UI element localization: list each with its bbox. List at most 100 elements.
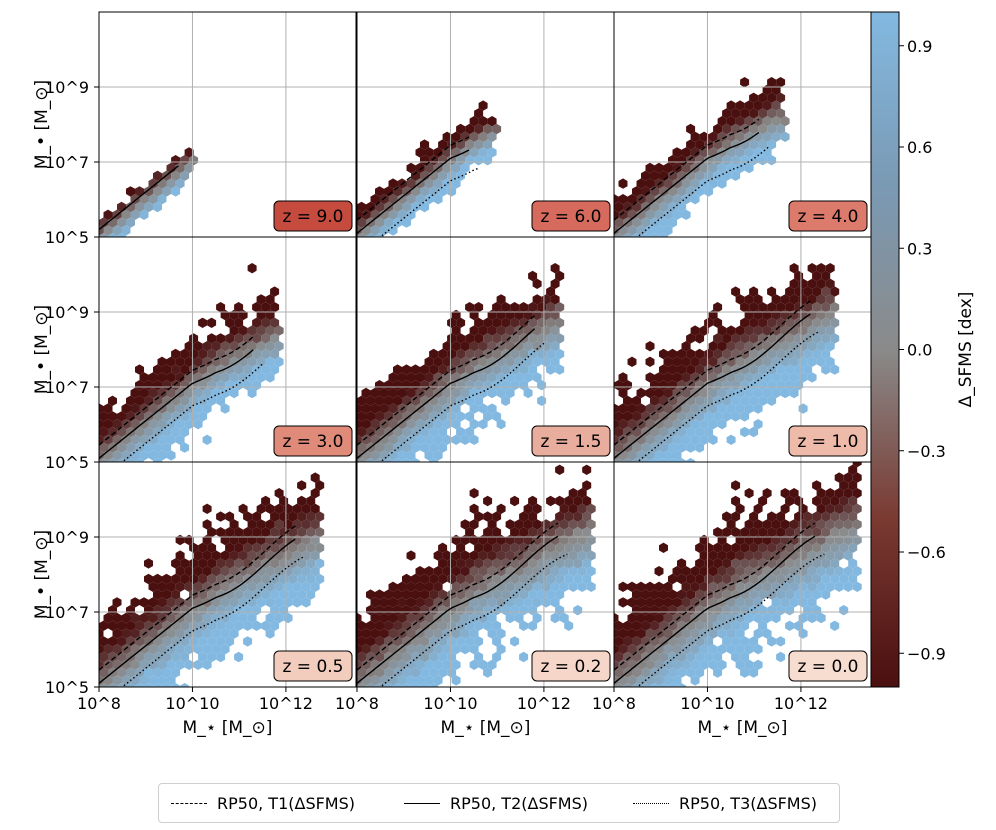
hexbin-cell xyxy=(487,628,497,639)
hexbin-cell xyxy=(144,651,153,663)
hexbin-cell xyxy=(130,403,140,414)
hexbin-cell xyxy=(821,270,831,282)
hexbin-cell xyxy=(726,372,736,383)
hexbin-cell xyxy=(478,100,488,111)
hexbin-cell xyxy=(306,511,316,522)
hexbin-cell xyxy=(762,581,772,592)
hexbin-cell xyxy=(821,286,831,297)
hexbin-cell xyxy=(568,550,578,561)
hexbin-cell xyxy=(465,573,475,585)
hexbin-cell xyxy=(180,442,190,453)
hexbin-cell xyxy=(370,644,380,655)
hexbin-cell xyxy=(731,527,741,538)
hexbin-cell xyxy=(202,356,212,367)
hexbin-cell xyxy=(388,372,398,383)
hexbin-cell xyxy=(573,558,583,569)
hexbin-cell xyxy=(478,550,488,561)
hexbin-layer xyxy=(596,462,862,771)
hexbin-cell xyxy=(650,380,659,391)
hexbin-cell xyxy=(297,511,307,522)
hexbin-cell xyxy=(785,286,795,297)
hexbin-cell xyxy=(366,201,375,213)
hexbin-cell xyxy=(234,573,244,585)
hexbin-cell xyxy=(139,209,149,220)
hexbin-cell xyxy=(758,495,768,507)
hexbin-cell xyxy=(821,364,831,375)
hexbin-cell xyxy=(492,573,502,585)
hexbin-cell xyxy=(456,155,466,166)
hexbin-cell xyxy=(270,364,280,375)
hexbin-cell xyxy=(812,348,822,360)
hexbin-cell xyxy=(274,325,284,336)
hexbin-cell xyxy=(681,419,691,430)
hexbin-cell xyxy=(717,550,727,561)
hexbin-cell xyxy=(628,738,637,748)
median-curve-t2 xyxy=(614,131,760,234)
hexbin-cell xyxy=(270,511,280,522)
hexbin-cell xyxy=(628,722,637,732)
hexbin-cell xyxy=(384,217,393,228)
hexbin-cell xyxy=(672,372,682,383)
hexbin-cell xyxy=(749,605,759,616)
hexbin-cell xyxy=(384,605,393,616)
hexbin-cell xyxy=(270,286,280,297)
hexbin-cell xyxy=(225,364,235,375)
hexbin-cell xyxy=(655,691,664,701)
hexbin-cell xyxy=(722,395,732,406)
hexbin-cell xyxy=(460,131,470,142)
hexbin-cell xyxy=(256,519,266,530)
hexbin-cell xyxy=(767,317,777,328)
hexbin-cell xyxy=(672,644,682,655)
hexbin-cell xyxy=(807,263,817,274)
hexbin-cell xyxy=(148,419,158,430)
hexbin-cell xyxy=(532,519,542,530)
hexbin-cell xyxy=(690,644,700,655)
hexbin-cell xyxy=(771,581,781,592)
hexbin-cell xyxy=(659,458,668,462)
hexbin-cell xyxy=(103,612,113,624)
hexbin-cell xyxy=(610,738,619,748)
hexbin-cell xyxy=(238,503,248,514)
hexbin-cell xyxy=(388,597,398,608)
hexbin-cell xyxy=(447,573,457,585)
hexbin-cell xyxy=(492,605,502,616)
hexbin-cell xyxy=(677,395,687,406)
median-curves xyxy=(614,300,820,462)
hexbin-cell xyxy=(546,348,556,360)
hexbin-cell xyxy=(722,364,732,375)
hexbin-cell xyxy=(225,605,235,616)
hexbin-cell xyxy=(438,542,448,553)
hexbin-cell xyxy=(717,178,727,189)
hexbin-cell xyxy=(411,170,420,181)
hexbin-cell xyxy=(483,333,493,344)
hexbin-cell xyxy=(362,722,371,732)
hexbin-cell xyxy=(618,581,628,592)
hexbin-cell xyxy=(274,581,284,592)
hexbin-cell xyxy=(460,387,470,399)
hexbin-cell xyxy=(389,706,398,716)
hexbin-cell xyxy=(420,683,430,687)
hexbin-cell xyxy=(776,527,786,538)
hexbin-cell xyxy=(659,411,668,422)
hexbin-cell xyxy=(780,341,790,352)
hexbin-cell xyxy=(668,667,677,678)
hexbin-cell xyxy=(411,651,420,663)
hexbin-cell xyxy=(555,464,565,475)
hexbin-cell xyxy=(740,317,750,328)
hexbin-cell xyxy=(681,341,691,352)
hexbin-cell xyxy=(519,589,529,600)
hexbin-cell xyxy=(632,683,641,687)
hexbin-cell xyxy=(460,356,470,367)
hexbin-cell xyxy=(713,155,723,166)
hexbin-cell xyxy=(771,294,781,305)
hexbin-cell xyxy=(139,675,149,686)
hexbin-cell xyxy=(744,372,754,383)
hexbin-cell xyxy=(690,675,700,686)
hexbin-cell xyxy=(663,434,673,445)
hexbin-cell xyxy=(596,761,605,771)
hexbin-cell xyxy=(261,348,271,360)
hexbin-cell xyxy=(749,395,759,406)
hexbin-cell xyxy=(261,589,271,600)
hexbin-cell xyxy=(758,542,768,553)
hexbin-cell xyxy=(758,380,768,391)
